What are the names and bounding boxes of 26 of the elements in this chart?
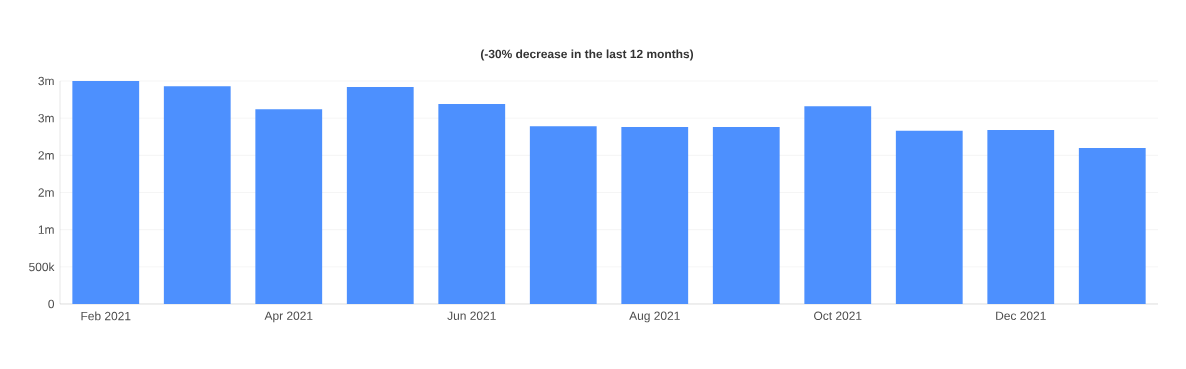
x-tick-label: Dec 2021: [996, 311, 1046, 320]
y-tick-label: 3m: [38, 76, 54, 86]
bar: [895, 130, 963, 304]
bar: [346, 86, 414, 304]
bar: [438, 104, 506, 304]
y-tick-label: 500k: [29, 262, 55, 272]
chart-title: (-30% decrease in the last 12 months): [480, 49, 694, 61]
x-tick-label: Oct 2021: [814, 311, 862, 320]
bar: [529, 126, 597, 304]
bar: [163, 86, 231, 304]
y-tick-label: 2m: [38, 188, 54, 197]
y-tick-label: 0: [48, 299, 55, 309]
bar: [1078, 147, 1146, 304]
bar: [72, 81, 140, 304]
x-tick-label: Feb 2021: [81, 311, 131, 321]
bar: [255, 109, 323, 304]
x-tick-label: Jun 2021: [447, 311, 496, 320]
x-tick-label: Aug 2021: [629, 311, 680, 323]
bar: [712, 127, 780, 304]
y-tick-label: 1m: [38, 225, 54, 234]
bar: [804, 106, 872, 304]
bar: [621, 127, 689, 304]
y-tick-label: 2m: [38, 151, 54, 160]
y-tick-label: 3m: [38, 113, 54, 123]
x-tick-label: Apr 2021: [264, 311, 313, 323]
bar: [987, 130, 1055, 304]
